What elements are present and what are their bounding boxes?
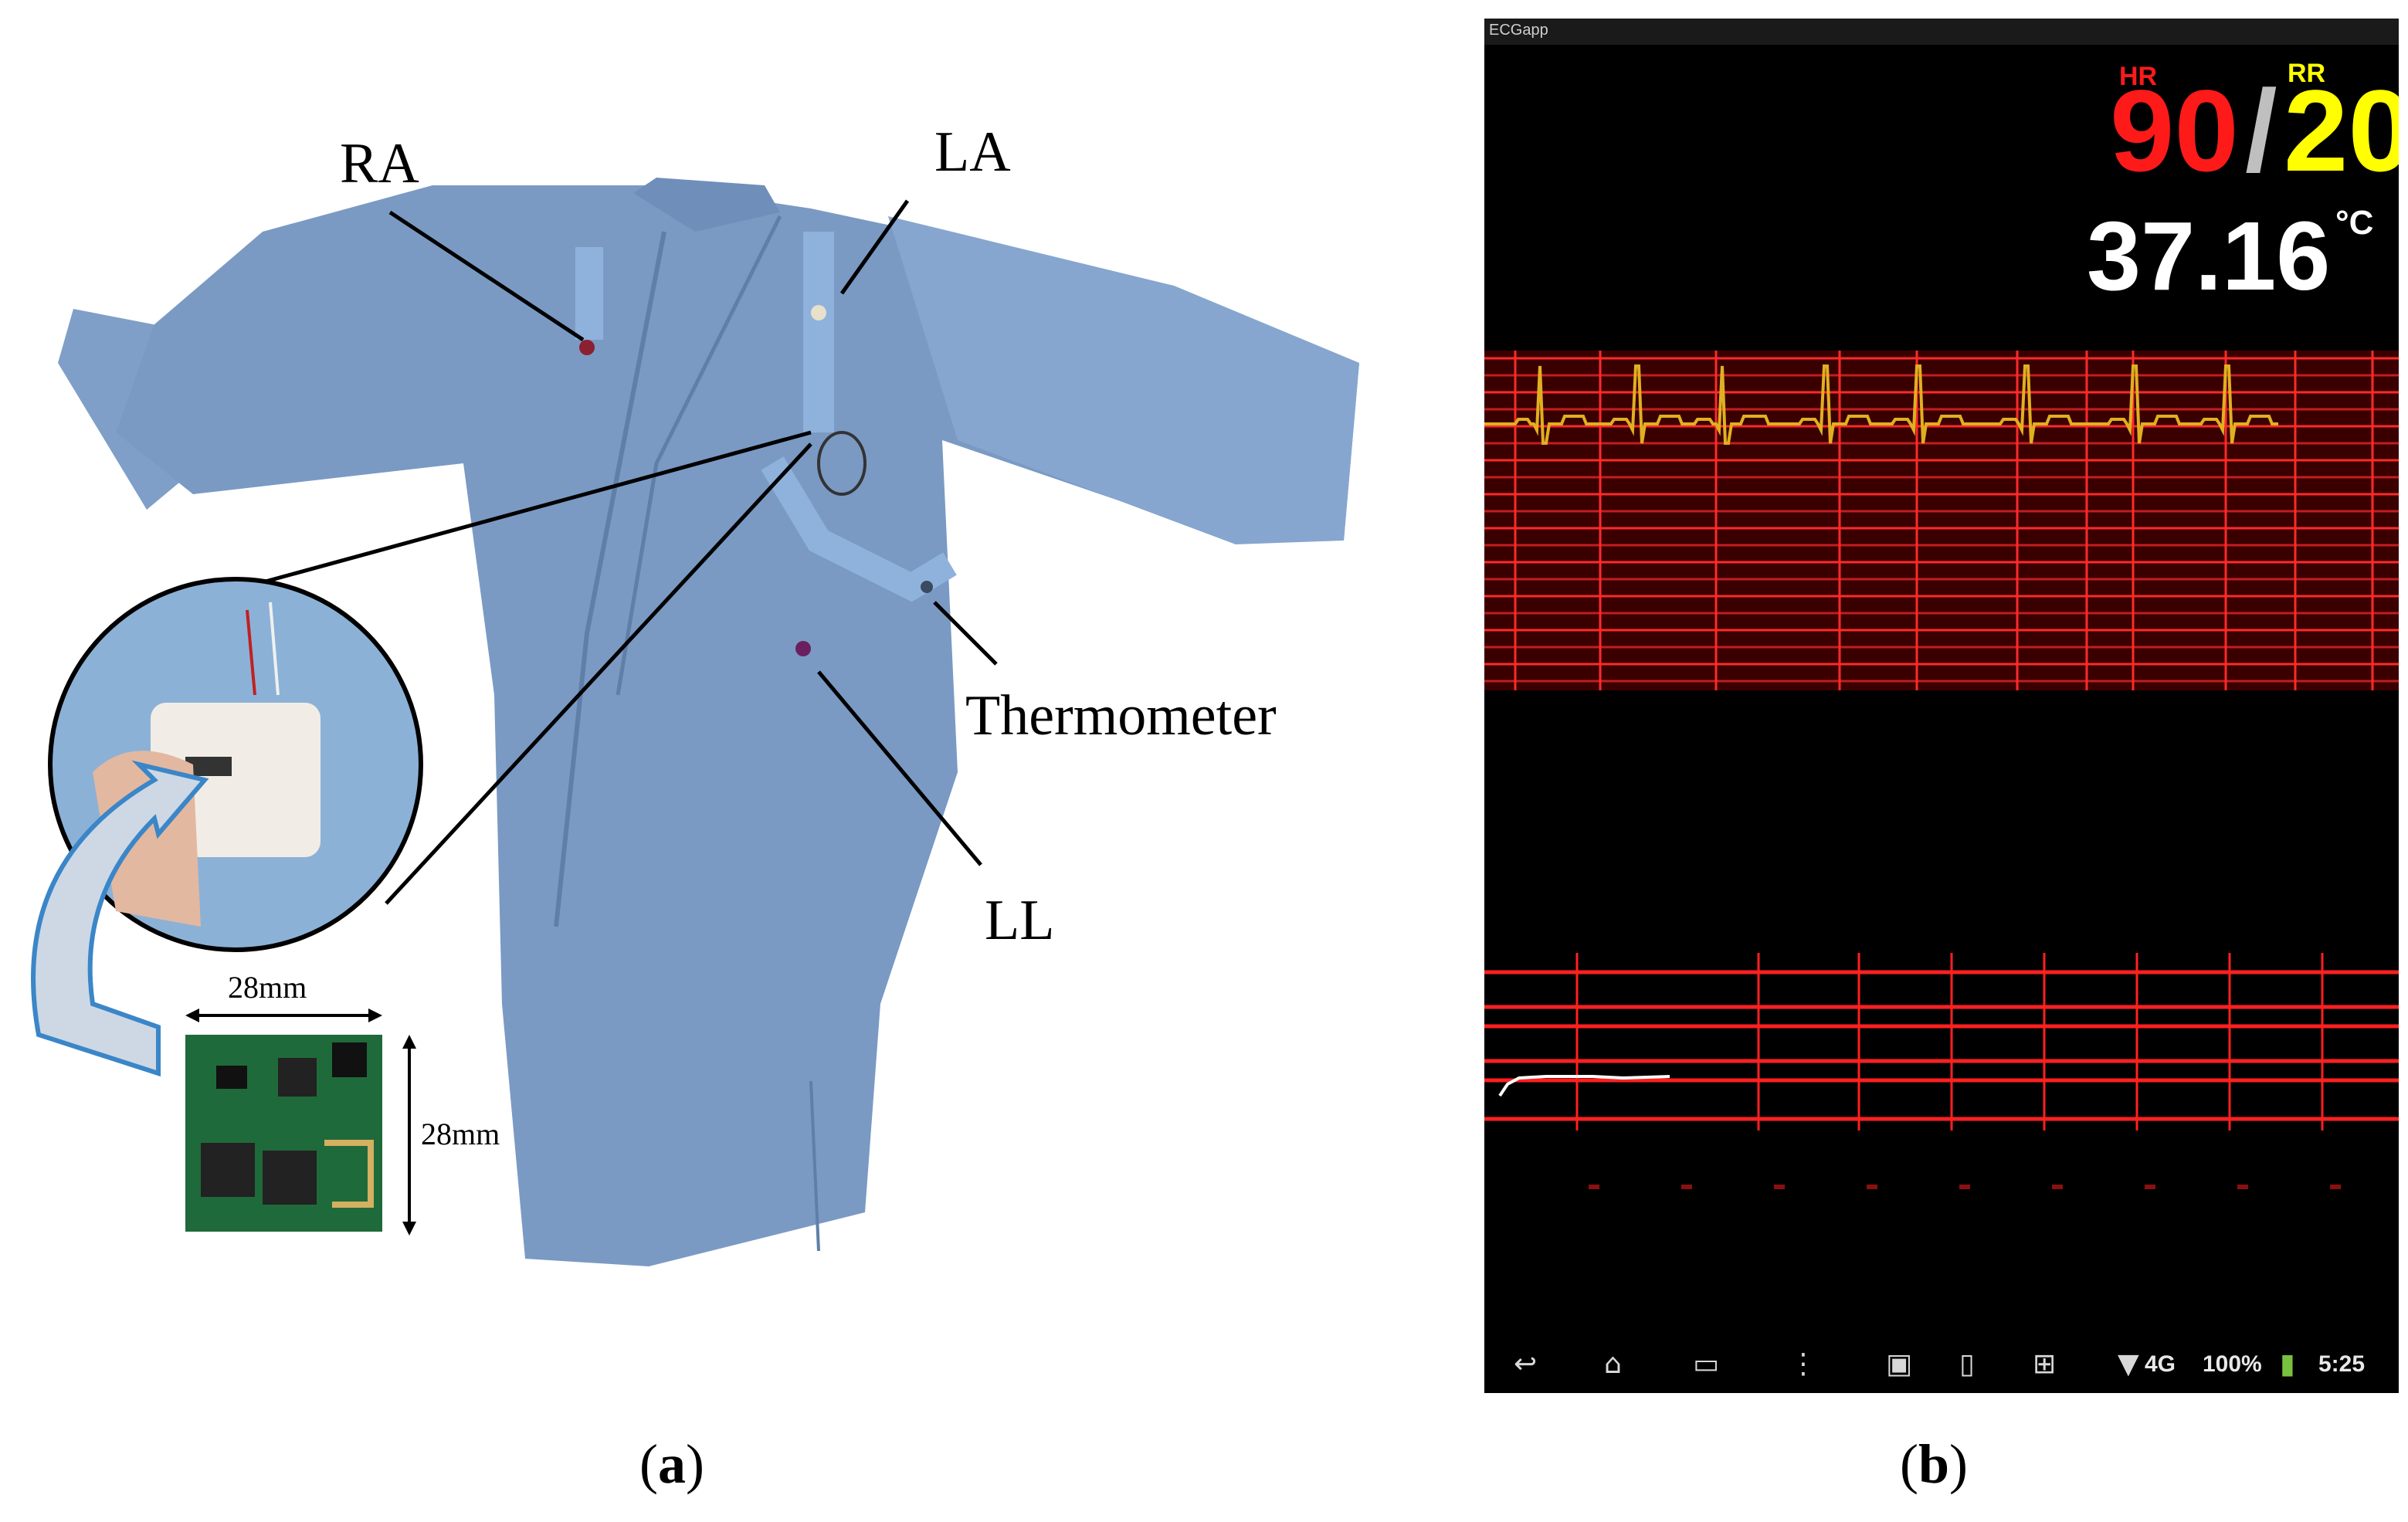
grid-icon: ⊞ — [2033, 1348, 2057, 1380]
gown-collar — [633, 178, 780, 232]
ll-label: LL — [985, 889, 1055, 952]
app-title-bar: ECGapp — [1484, 19, 2399, 45]
caption-b: (b) — [1900, 1433, 1969, 1495]
ecg-trace — [1484, 364, 2278, 445]
caption-a: (a) — [639, 1433, 704, 1495]
recent-apps-icon[interactable]: ▭ — [1693, 1348, 1720, 1380]
respiration-trace — [1498, 1075, 1670, 1097]
hr-label: HR — [2119, 62, 2158, 91]
temperature-value: 37.16 — [2087, 202, 2331, 310]
wifi-icon: ▼ — [2118, 1348, 2139, 1380]
temperature-unit: °C — [2335, 204, 2374, 242]
pcb-width-label: 28mm — [228, 970, 307, 1005]
ra-label: RA — [340, 132, 419, 195]
ra-electrode — [579, 340, 595, 355]
arrow-icon — [31, 760, 209, 1077]
android-nav-bar: ↩ ⌂ ▭ ⋮ ▣ ▯ ⊞ ▼ 4G 100% ▮ 5:25 — [1484, 1333, 2399, 1393]
la-label: LA — [934, 120, 1011, 184]
la-electrode — [811, 305, 826, 320]
menu-icon[interactable]: ⋮ — [1789, 1348, 1817, 1380]
thermometer-sensor — [921, 581, 933, 593]
panel-a-gown-photo: RA LA Thermometer LL 28mm 28mm — [31, 120, 1359, 1266]
screenshot-icon: ▣ — [1886, 1348, 1913, 1380]
app-title: ECGapp — [1489, 22, 1548, 39]
back-icon[interactable]: ↩ — [1514, 1348, 1538, 1380]
vitals-separator: / — [2245, 66, 2277, 195]
respiration-graph-panel — [1484, 953, 2399, 1189]
battery-percent: 100% — [2203, 1351, 2262, 1377]
gown-illustration — [31, 178, 1359, 1266]
phone-icon: ▯ — [1959, 1348, 1975, 1380]
battery-icon: ▮ — [2280, 1348, 2295, 1380]
ll-electrode — [795, 641, 811, 656]
pcb-height-label: 28mm — [421, 1117, 500, 1151]
ecg-waveform-panel — [1484, 351, 2399, 690]
rr-label: RR — [2288, 59, 2326, 88]
home-icon[interactable]: ⌂ — [1604, 1348, 1622, 1380]
thermometer-label: Thermometer — [965, 684, 1277, 747]
rr-value: 20 — [2284, 66, 2399, 195]
clock-time: 5:25 — [2318, 1351, 2366, 1377]
network-indicator: 4G — [2145, 1351, 2176, 1377]
panel-b-monitor-app: ECGapp HR 90 / RR 20 37.16 °C — [1484, 19, 2399, 1393]
hr-value: 90 — [2110, 66, 2239, 195]
